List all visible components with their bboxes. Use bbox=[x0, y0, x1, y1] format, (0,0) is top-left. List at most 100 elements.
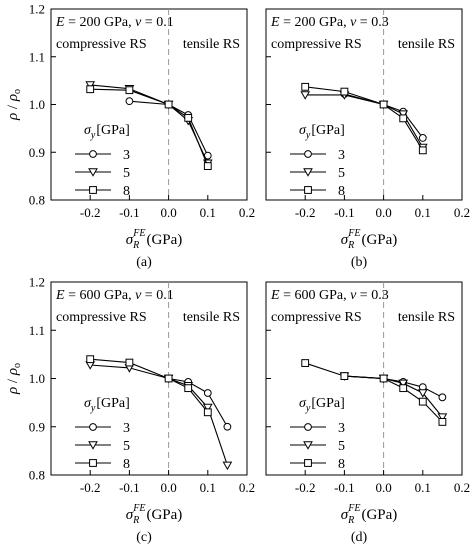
legend-title: σy[GPa] bbox=[299, 123, 345, 141]
panel-c: -0.2 -0.1 0.0 0.1 0.20.80.91.01.11.2ρ / ρoσR… bbox=[5, 275, 255, 546]
y-axis-label-slash: / bbox=[5, 375, 21, 387]
region-label-tensile: tensile RS bbox=[398, 37, 455, 52]
y-tick-label: 0.8 bbox=[29, 193, 45, 208]
legend-title-sub: y bbox=[305, 130, 311, 141]
region-label-tensile: tensile RS bbox=[183, 37, 240, 52]
legend-marker-triangle-down bbox=[88, 168, 98, 177]
legend-entry-label: 3 bbox=[338, 421, 345, 436]
param-e-value: = 200 GPa, bbox=[65, 15, 136, 30]
data-point bbox=[399, 384, 408, 393]
data-point bbox=[164, 374, 173, 383]
x-tick-label: 0.2 bbox=[454, 205, 470, 220]
data-point bbox=[203, 162, 212, 170]
y-axis-label-sub: o bbox=[12, 363, 23, 368]
x-tick-label: -0.2 bbox=[80, 205, 101, 220]
x-axis-label: σRFE(GPa) bbox=[126, 228, 183, 251]
x-tick-label: -0.2 bbox=[80, 480, 101, 495]
legend-title: σy[GPa] bbox=[84, 123, 130, 141]
data-point bbox=[418, 397, 427, 406]
legend-entry-label: 8 bbox=[338, 457, 345, 472]
data-point bbox=[379, 374, 388, 383]
data-point bbox=[418, 146, 427, 155]
param-e-value: = 600 GPa, bbox=[280, 288, 351, 303]
data-point bbox=[222, 461, 233, 471]
legend-title-unit: [GPa] bbox=[311, 123, 344, 138]
legend-marker-circle bbox=[304, 150, 312, 158]
series-triangle-down bbox=[300, 91, 428, 153]
legend-marker-square bbox=[89, 186, 97, 194]
legend-entry-label: 5 bbox=[123, 166, 130, 181]
y-tick-label: 0.9 bbox=[29, 419, 45, 434]
data-point bbox=[223, 422, 232, 431]
series-square bbox=[301, 359, 447, 426]
x-axis-label-sigma: σ bbox=[341, 232, 349, 248]
x-tick-label: 0.0 bbox=[375, 205, 391, 220]
data-point bbox=[438, 393, 447, 402]
region-label-compressive: compressive RS bbox=[271, 310, 362, 325]
legend-entry-label: 8 bbox=[123, 457, 130, 472]
data-point bbox=[125, 358, 134, 367]
legend-title-sigma: σ bbox=[84, 396, 92, 411]
panel-label: (a) bbox=[136, 255, 152, 270]
series-line bbox=[344, 375, 443, 398]
x-tick-label: -0.1 bbox=[334, 205, 355, 220]
x-tick-label: -0.1 bbox=[334, 480, 355, 495]
region-label-compressive: compressive RS bbox=[56, 37, 147, 52]
data-point bbox=[301, 82, 310, 91]
data-point bbox=[125, 86, 134, 95]
legend-title-unit: [GPa] bbox=[96, 123, 129, 138]
x-axis-label-sigma: σ bbox=[126, 507, 134, 523]
legend-title-sub: y bbox=[305, 403, 311, 414]
series-circle bbox=[164, 374, 232, 431]
x-axis-label-unit: (GPa) bbox=[146, 232, 182, 248]
legend-marker-square bbox=[304, 186, 312, 194]
legend-marker-circle bbox=[304, 423, 312, 431]
x-axis-label: σRFE(GPa) bbox=[126, 503, 183, 526]
legend-marker-square bbox=[304, 459, 312, 467]
param-nu-symbol: ν bbox=[135, 288, 142, 303]
region-label-compressive: compressive RS bbox=[271, 37, 362, 52]
x-axis-label-sub: R bbox=[347, 515, 354, 526]
legend: σy[GPa] 3 5 8 bbox=[75, 123, 130, 199]
x-axis-label-sigma: σ bbox=[126, 232, 134, 248]
legend-entry-label: 5 bbox=[123, 439, 130, 454]
y-tick-label: 1.1 bbox=[29, 49, 45, 64]
x-axis-label-sigma: σ bbox=[341, 507, 349, 523]
x-tick-label: 0.0 bbox=[160, 205, 176, 220]
panel-a: -0.2 -0.1 0.0 0.1 0.20.80.91.01.11.2ρ / ρoσR… bbox=[5, 2, 255, 271]
legend-marker-square bbox=[89, 459, 97, 467]
data-point bbox=[437, 413, 448, 422]
legend-entry-label: 3 bbox=[338, 148, 345, 163]
region-label-tensile: tensile RS bbox=[398, 310, 455, 325]
data-point bbox=[164, 100, 173, 109]
x-axis-label: σRFE(GPa) bbox=[341, 228, 398, 251]
legend-entry-label: 3 bbox=[123, 148, 130, 163]
x-tick-label: 0.2 bbox=[239, 480, 255, 495]
legend-entry-label: 5 bbox=[338, 166, 345, 181]
x-tick-label: -0.2 bbox=[295, 205, 316, 220]
legend-marker-triangle-down bbox=[88, 441, 98, 450]
x-tick-label: 0.0 bbox=[160, 480, 176, 495]
x-axis-label-sub: R bbox=[347, 240, 354, 251]
x-axis-label: σRFE(GPa) bbox=[341, 503, 398, 526]
x-axis-label-sub: R bbox=[132, 515, 139, 526]
y-axis-label-slash: / bbox=[5, 101, 21, 113]
x-tick-label: 0.2 bbox=[239, 205, 255, 220]
data-point bbox=[399, 114, 408, 123]
y-axis-label: ρ / ρo bbox=[5, 89, 23, 121]
series-line bbox=[129, 100, 209, 156]
data-point bbox=[184, 113, 193, 122]
y-axis-label-sub: o bbox=[12, 89, 23, 94]
region-label-tensile: tensile RS bbox=[183, 310, 240, 325]
x-axis-label-unit: (GPa) bbox=[146, 507, 182, 523]
legend-title-sigma: σ bbox=[299, 396, 307, 411]
param-nu-value: = 0.1 bbox=[141, 15, 173, 30]
param-nu-symbol: ν bbox=[135, 15, 142, 30]
legend-entry-label: 8 bbox=[338, 184, 345, 199]
x-tick-label: 0.0 bbox=[375, 480, 391, 495]
param-e-symbol: E bbox=[55, 288, 65, 303]
data-point bbox=[340, 87, 349, 96]
legend-title-sub: y bbox=[90, 130, 96, 141]
series-square bbox=[301, 82, 427, 155]
